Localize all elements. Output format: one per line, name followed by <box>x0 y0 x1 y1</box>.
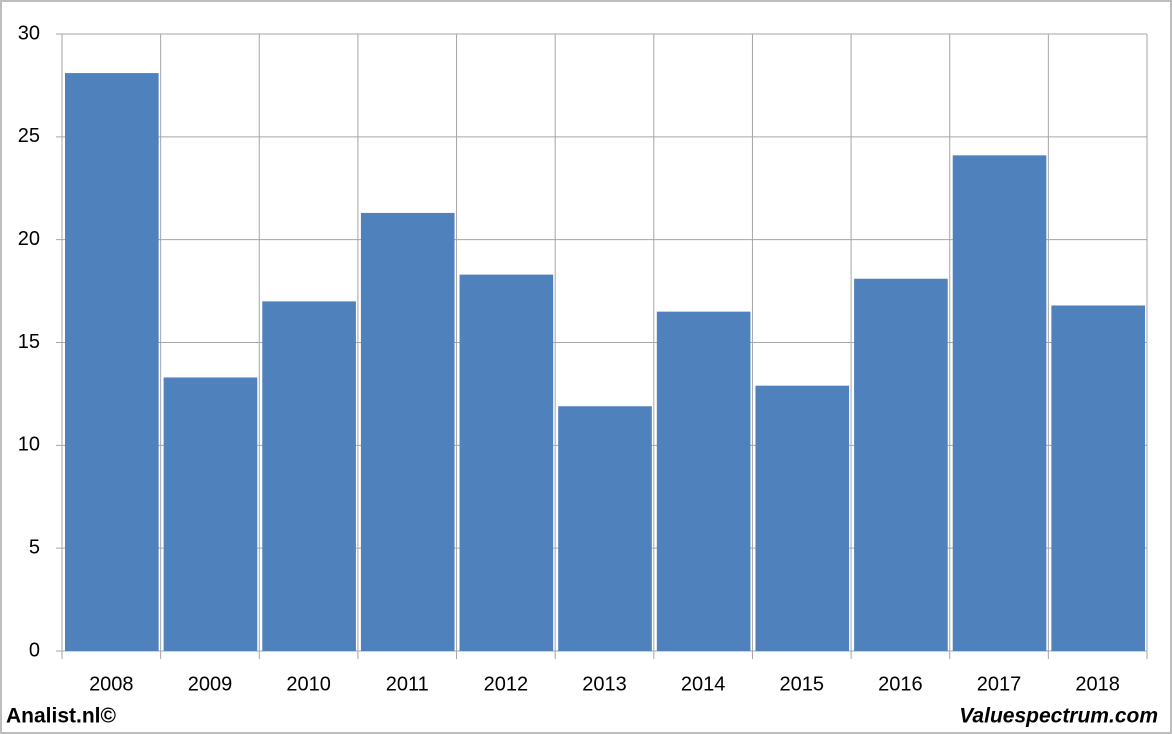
y-tick-label: 25 <box>18 125 40 147</box>
bar <box>558 406 652 651</box>
x-tick-label: 2018 <box>1075 673 1120 695</box>
bar <box>952 155 1047 652</box>
x-tick-label: 2008 <box>89 673 134 695</box>
x-tick-label: 2017 <box>977 673 1022 695</box>
bar <box>360 212 455 651</box>
x-tick-label: 2010 <box>286 673 331 695</box>
bar <box>65 73 159 652</box>
x-tick-label: 2009 <box>188 673 233 695</box>
x-tick-label: 2014 <box>681 673 726 695</box>
bar <box>755 385 850 651</box>
y-tick-label: 20 <box>18 228 40 250</box>
bar <box>1051 305 1145 651</box>
y-tick-label: 15 <box>18 331 40 353</box>
x-tick-label: 2011 <box>386 673 429 695</box>
x-tick-label: 2016 <box>878 673 923 695</box>
y-tick-label: 5 <box>29 536 40 558</box>
credit-right: Valuespectrum.com <box>959 705 1158 728</box>
bar <box>459 274 554 651</box>
bar <box>854 278 948 651</box>
x-tick-label: 2013 <box>582 673 627 695</box>
y-tick-label: 30 <box>18 22 40 44</box>
y-tick-label: 0 <box>29 639 40 661</box>
x-tick-label: 2012 <box>484 673 529 695</box>
bar <box>262 301 356 651</box>
bar <box>163 377 258 651</box>
x-tick-label: 2015 <box>780 673 825 695</box>
credit-left: Analist.nl© <box>6 705 117 728</box>
y-tick-label: 10 <box>18 434 40 456</box>
bar <box>656 311 751 651</box>
